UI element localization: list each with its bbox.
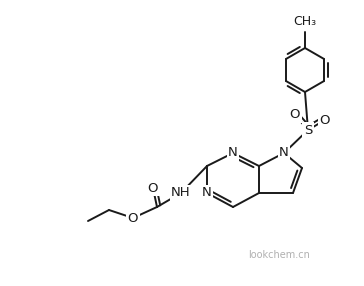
Text: N: N: [279, 146, 289, 160]
Text: N: N: [228, 146, 238, 160]
Text: O: O: [290, 108, 300, 122]
Text: O: O: [148, 182, 158, 194]
Text: O: O: [128, 212, 138, 225]
Text: NH: NH: [171, 186, 191, 200]
Text: O: O: [320, 114, 330, 126]
Text: N: N: [202, 186, 212, 200]
Text: CH₃: CH₃: [293, 15, 317, 28]
Text: lookchem.cn: lookchem.cn: [248, 250, 310, 260]
Text: S: S: [304, 124, 312, 136]
